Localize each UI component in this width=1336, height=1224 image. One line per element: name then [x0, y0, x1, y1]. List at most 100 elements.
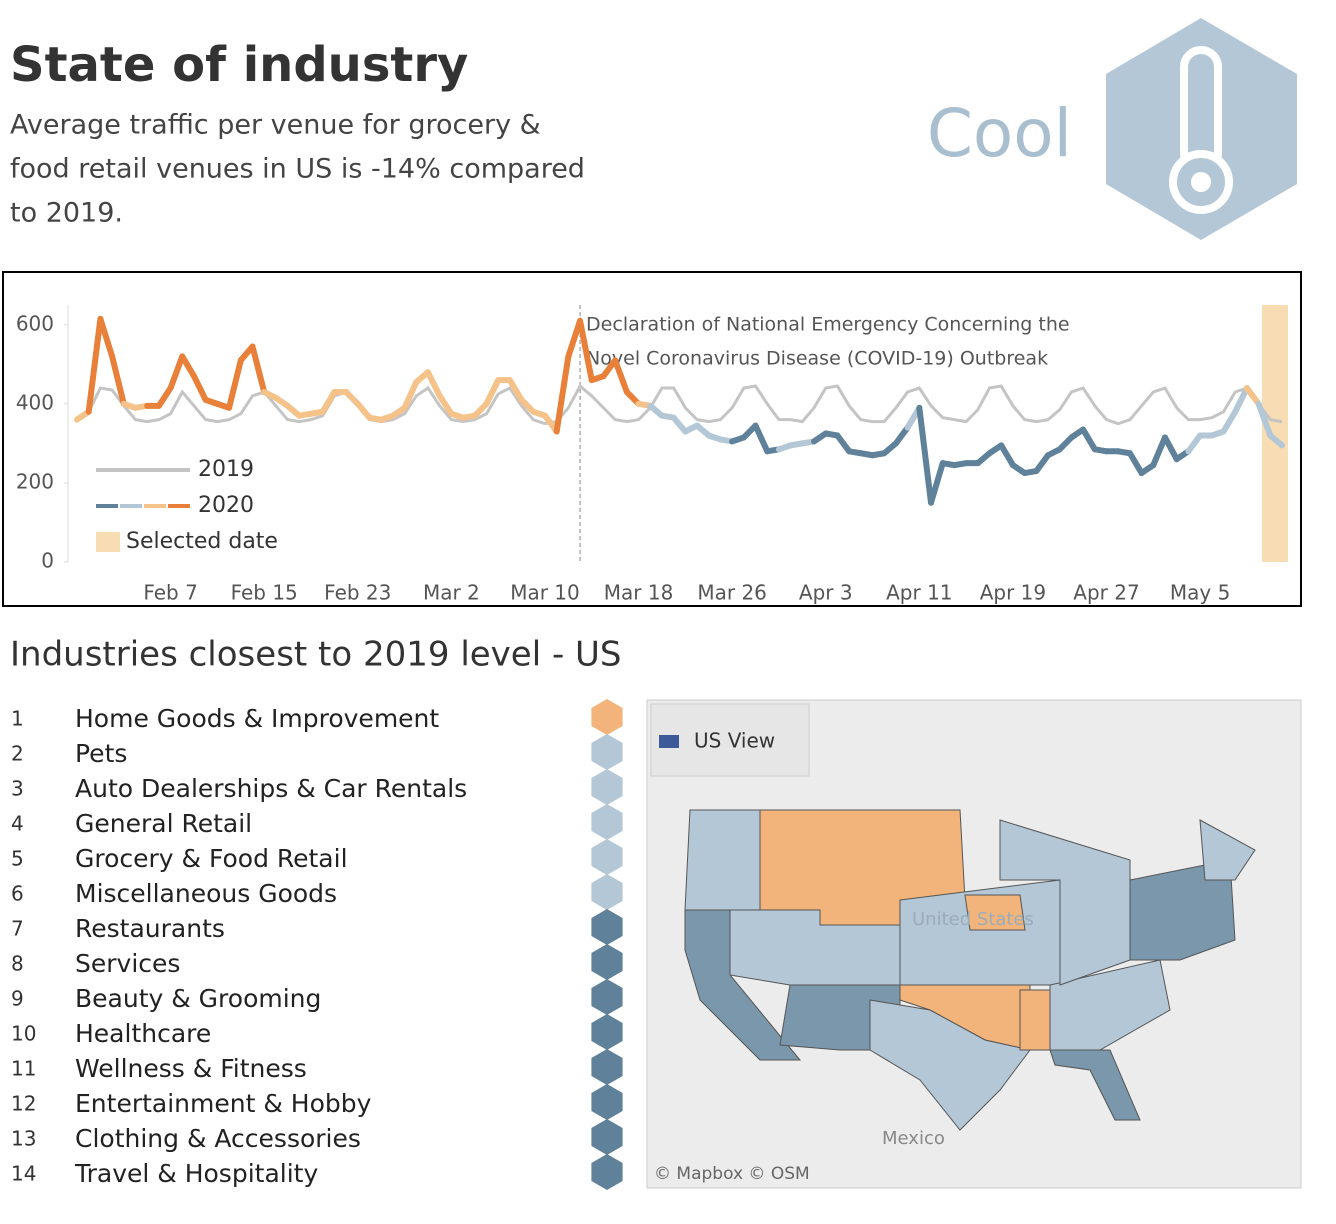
flag-icon: [659, 735, 679, 748]
legend-swatch: [96, 532, 120, 552]
x-tick-label: Feb 23: [324, 581, 391, 605]
line-2020-segment: [928, 460, 946, 506]
industry-name: Restaurants: [75, 914, 225, 943]
industry-hexagon: [591, 979, 623, 1015]
line-2020-segment: [155, 385, 174, 409]
line-2020-segment: [436, 392, 455, 417]
annotation: Declaration of National Emergency Concer…: [586, 314, 1070, 336]
line-2020-segment: [109, 353, 127, 407]
industry-name: General Retail: [75, 809, 252, 838]
rank-number: 13: [11, 1127, 36, 1151]
status-label: Cool: [927, 95, 1072, 172]
line-2020-segment: [319, 388, 338, 415]
rank-number: 5: [11, 847, 24, 871]
view-button-label[interactable]: US View: [694, 729, 775, 753]
x-tick-label: Apr 11: [886, 581, 952, 605]
industry-hexagon: [591, 1014, 623, 1050]
rank-number: 8: [11, 952, 24, 976]
industry-hexagon: [591, 839, 623, 875]
y-tick-label: 400: [16, 390, 54, 414]
industry-name: Pets: [75, 739, 127, 768]
y-tick-label: 600: [16, 311, 54, 335]
thermometer-icon: [1106, 18, 1297, 240]
map-shapes: [684, 809, 1256, 1131]
industry-name: Miscellaneous Goods: [75, 879, 337, 908]
line-2020-segment: [354, 400, 373, 421]
line-2020-segment: [892, 424, 911, 447]
industry-hexagon: [591, 804, 623, 840]
industry-name: Entertainment & Hobby: [75, 1089, 372, 1118]
line-2020-segment: [916, 404, 935, 506]
line-2020-segment: [85, 315, 104, 415]
industry-hexagon: [591, 1084, 623, 1120]
y-tick-label: 200: [16, 469, 54, 493]
line-2020-segment: [577, 317, 595, 384]
rank-number: 2: [11, 742, 24, 766]
line-2020-segment: [752, 422, 771, 455]
title: State of industry: [10, 37, 468, 93]
selected-band: [1262, 305, 1288, 562]
x-tick-label: Mar 26: [697, 581, 767, 605]
line-2020-segment: [834, 432, 853, 455]
line-2020-segment: [424, 369, 443, 399]
line-2020-segment: [506, 377, 525, 403]
x-tick-label: Feb 7: [143, 581, 198, 605]
subtitle: Average traffic per venue for grocery &: [10, 110, 541, 141]
x-tick-label: May 5: [1170, 581, 1230, 605]
line-2020-segment: [1150, 434, 1169, 469]
industry-name: Grocery & Food Retail: [75, 844, 348, 873]
y-tick-label: 0: [41, 549, 54, 573]
ranking-title: Industries closest to 2019 level - US: [10, 635, 622, 675]
x-tick-label: Apr 27: [1073, 581, 1139, 605]
industry-hexagon: [591, 699, 623, 735]
annotation: Novel Coronavirus Disease (COVID-19) Out…: [586, 348, 1048, 370]
industry-hexagon: [591, 1154, 623, 1190]
line-2020-segment: [226, 357, 244, 411]
country-label: United States: [912, 909, 1034, 930]
industry-name: Auto Dealerships & Car Rentals: [75, 774, 467, 803]
industry-name: Beauty & Grooming: [75, 984, 321, 1013]
rank-number: 14: [11, 1162, 36, 1186]
line-2020-segment: [1080, 426, 1098, 453]
subtitle: to 2019.: [10, 198, 123, 229]
line-2020-segment: [1255, 400, 1274, 439]
industry-hexagon: [591, 944, 623, 980]
rank-number: 6: [11, 882, 24, 906]
line-2020-segment: [179, 353, 197, 380]
x-tick-label: Apr 19: [980, 581, 1046, 605]
x-tick-label: Apr 3: [799, 581, 853, 605]
line-2020-segment: [998, 442, 1016, 469]
x-tick-label: Feb 15: [231, 581, 298, 605]
line-2020-segment: [1162, 434, 1180, 463]
map-credits: © Mapbox © OSM: [654, 1164, 810, 1184]
industry-hexagon: [591, 734, 623, 770]
rank-number: 10: [11, 1022, 36, 1046]
x-tick-label: Mar 2: [423, 581, 480, 605]
chart-frame: [2, 271, 1302, 607]
line-2020-segment: [553, 353, 572, 435]
line-2020-segment: [167, 353, 186, 392]
legend-label: 2019: [198, 457, 254, 482]
line-2020-segment: [190, 373, 209, 403]
line-2020-segment: [670, 414, 689, 435]
industry-name: Travel & Hospitality: [74, 1159, 318, 1188]
industry-name: Clothing & Accessories: [75, 1124, 361, 1153]
line-2020-segment: [1243, 385, 1262, 407]
industry-name: Wellness & Fitness: [75, 1054, 307, 1083]
line-2020-segment: [1232, 385, 1250, 415]
x-tick-label: Mar 18: [604, 581, 674, 605]
industry-hexagon: [591, 1119, 623, 1155]
line-2020-segment: [1126, 450, 1145, 477]
line-2020-segment: [97, 315, 116, 360]
rank-number: 3: [11, 777, 24, 801]
legend-label: Selected date: [126, 529, 278, 554]
line-2020-segment: [1033, 452, 1052, 475]
industry-hexagon: [591, 909, 623, 945]
rank-number: 12: [11, 1092, 36, 1116]
industry-name: Healthcare: [75, 1019, 211, 1048]
line-2020-segment: [249, 343, 268, 395]
legend-label: 2020: [198, 493, 254, 518]
neighbor-label: Mexico: [882, 1128, 945, 1149]
